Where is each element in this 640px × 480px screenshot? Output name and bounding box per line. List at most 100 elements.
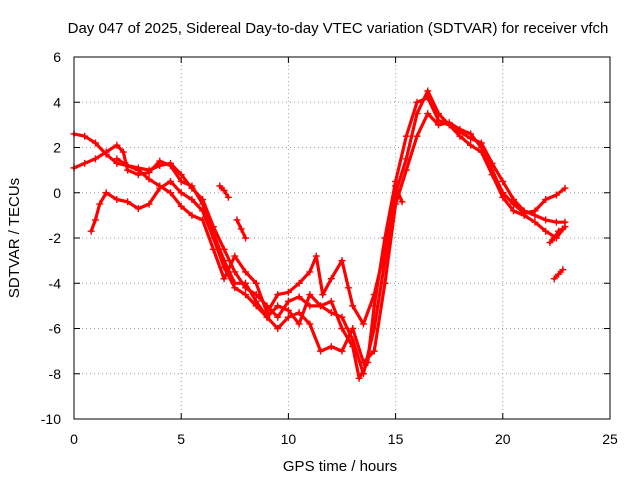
- data-point: [224, 193, 232, 201]
- data-point: [552, 191, 560, 199]
- data-point: [284, 288, 292, 296]
- data-point: [284, 306, 292, 314]
- x-tick-label: 10: [281, 431, 297, 447]
- data-point: [295, 309, 303, 317]
- data-point: [199, 200, 207, 208]
- series-trace: [548, 227, 565, 245]
- data-point: [561, 184, 569, 192]
- data-point: [338, 325, 346, 332]
- series-track-b: [70, 94, 569, 382]
- data-point: [91, 155, 99, 163]
- data-point: [220, 263, 228, 271]
- data-point: [188, 211, 196, 219]
- data-point: [166, 189, 174, 197]
- data-point: [467, 141, 475, 149]
- data-point: [402, 166, 410, 174]
- data-point: [555, 270, 563, 278]
- data-point: [134, 166, 142, 174]
- data-point: [145, 168, 153, 176]
- data-point: [113, 155, 121, 163]
- data-point: [91, 216, 99, 224]
- data-point: [242, 234, 250, 242]
- data-point: [113, 196, 121, 204]
- data-point: [338, 313, 346, 321]
- data-point: [231, 268, 239, 276]
- data-point: [242, 291, 250, 299]
- data-point: [542, 216, 550, 224]
- data-point: [317, 347, 325, 355]
- data-point: [381, 245, 389, 253]
- y-tick-label: -8: [49, 366, 62, 382]
- data-point: [312, 252, 320, 260]
- data-point: [317, 302, 325, 310]
- data-point: [124, 198, 132, 206]
- data-point: [284, 313, 292, 321]
- data-point: [477, 144, 485, 151]
- data-point: [274, 302, 282, 310]
- y-tick-label: 6: [53, 49, 61, 65]
- data-series: [70, 87, 569, 382]
- data-point: [177, 202, 185, 210]
- data-point: [550, 234, 558, 242]
- data-point: [327, 297, 335, 305]
- data-point: [134, 205, 142, 213]
- data-point: [237, 225, 245, 233]
- data-point: [306, 302, 314, 310]
- y-tick-label: -10: [41, 411, 61, 427]
- data-point: [559, 266, 567, 274]
- data-point: [306, 320, 314, 328]
- data-point: [233, 216, 241, 224]
- data-point: [559, 225, 567, 233]
- data-point: [177, 189, 185, 197]
- series-track-f: [550, 266, 567, 283]
- data-point: [209, 234, 217, 242]
- series-track-c: [87, 110, 569, 366]
- data-point: [113, 141, 121, 149]
- data-point: [349, 302, 357, 310]
- data-point: [338, 347, 346, 355]
- data-point: [295, 279, 303, 287]
- data-point: [338, 257, 346, 265]
- data-point: [327, 309, 335, 317]
- data-point: [199, 207, 207, 215]
- y-axis-label: SDTVAR / TECUs: [6, 178, 23, 298]
- series-track-g: [216, 182, 232, 201]
- data-point: [102, 148, 110, 156]
- data-point: [456, 132, 464, 140]
- data-point: [510, 207, 518, 215]
- data-point: [216, 182, 224, 190]
- data-point: [274, 313, 282, 321]
- data-point: [370, 347, 378, 355]
- x-tick-label: 25: [602, 431, 618, 447]
- data-point: [402, 132, 410, 140]
- y-tick-label: 0: [53, 185, 61, 201]
- data-point: [274, 325, 282, 332]
- chart-title: Day 047 of 2025, Sidereal Day-to-day VTE…: [68, 20, 609, 37]
- data-point: [413, 98, 421, 106]
- data-point: [284, 297, 292, 305]
- data-point: [359, 358, 367, 366]
- data-point: [242, 279, 250, 287]
- y-tick-label: -2: [49, 230, 62, 246]
- data-point: [81, 132, 89, 140]
- data-point: [145, 200, 153, 208]
- data-point: [349, 325, 357, 332]
- data-point: [424, 110, 432, 118]
- data-point: [220, 275, 228, 283]
- data-point: [542, 196, 550, 204]
- data-point: [355, 374, 363, 382]
- data-point: [188, 182, 196, 190]
- x-axis-label: GPS time / hours: [283, 458, 397, 475]
- data-point: [434, 121, 442, 129]
- y-tick-label: 4: [53, 94, 61, 110]
- data-point: [370, 302, 378, 310]
- data-point: [81, 159, 89, 167]
- data-point: [119, 148, 127, 156]
- data-point: [96, 200, 104, 208]
- data-point: [550, 275, 558, 283]
- data-point: [166, 177, 174, 185]
- data-point: [392, 182, 400, 190]
- data-point: [295, 293, 303, 301]
